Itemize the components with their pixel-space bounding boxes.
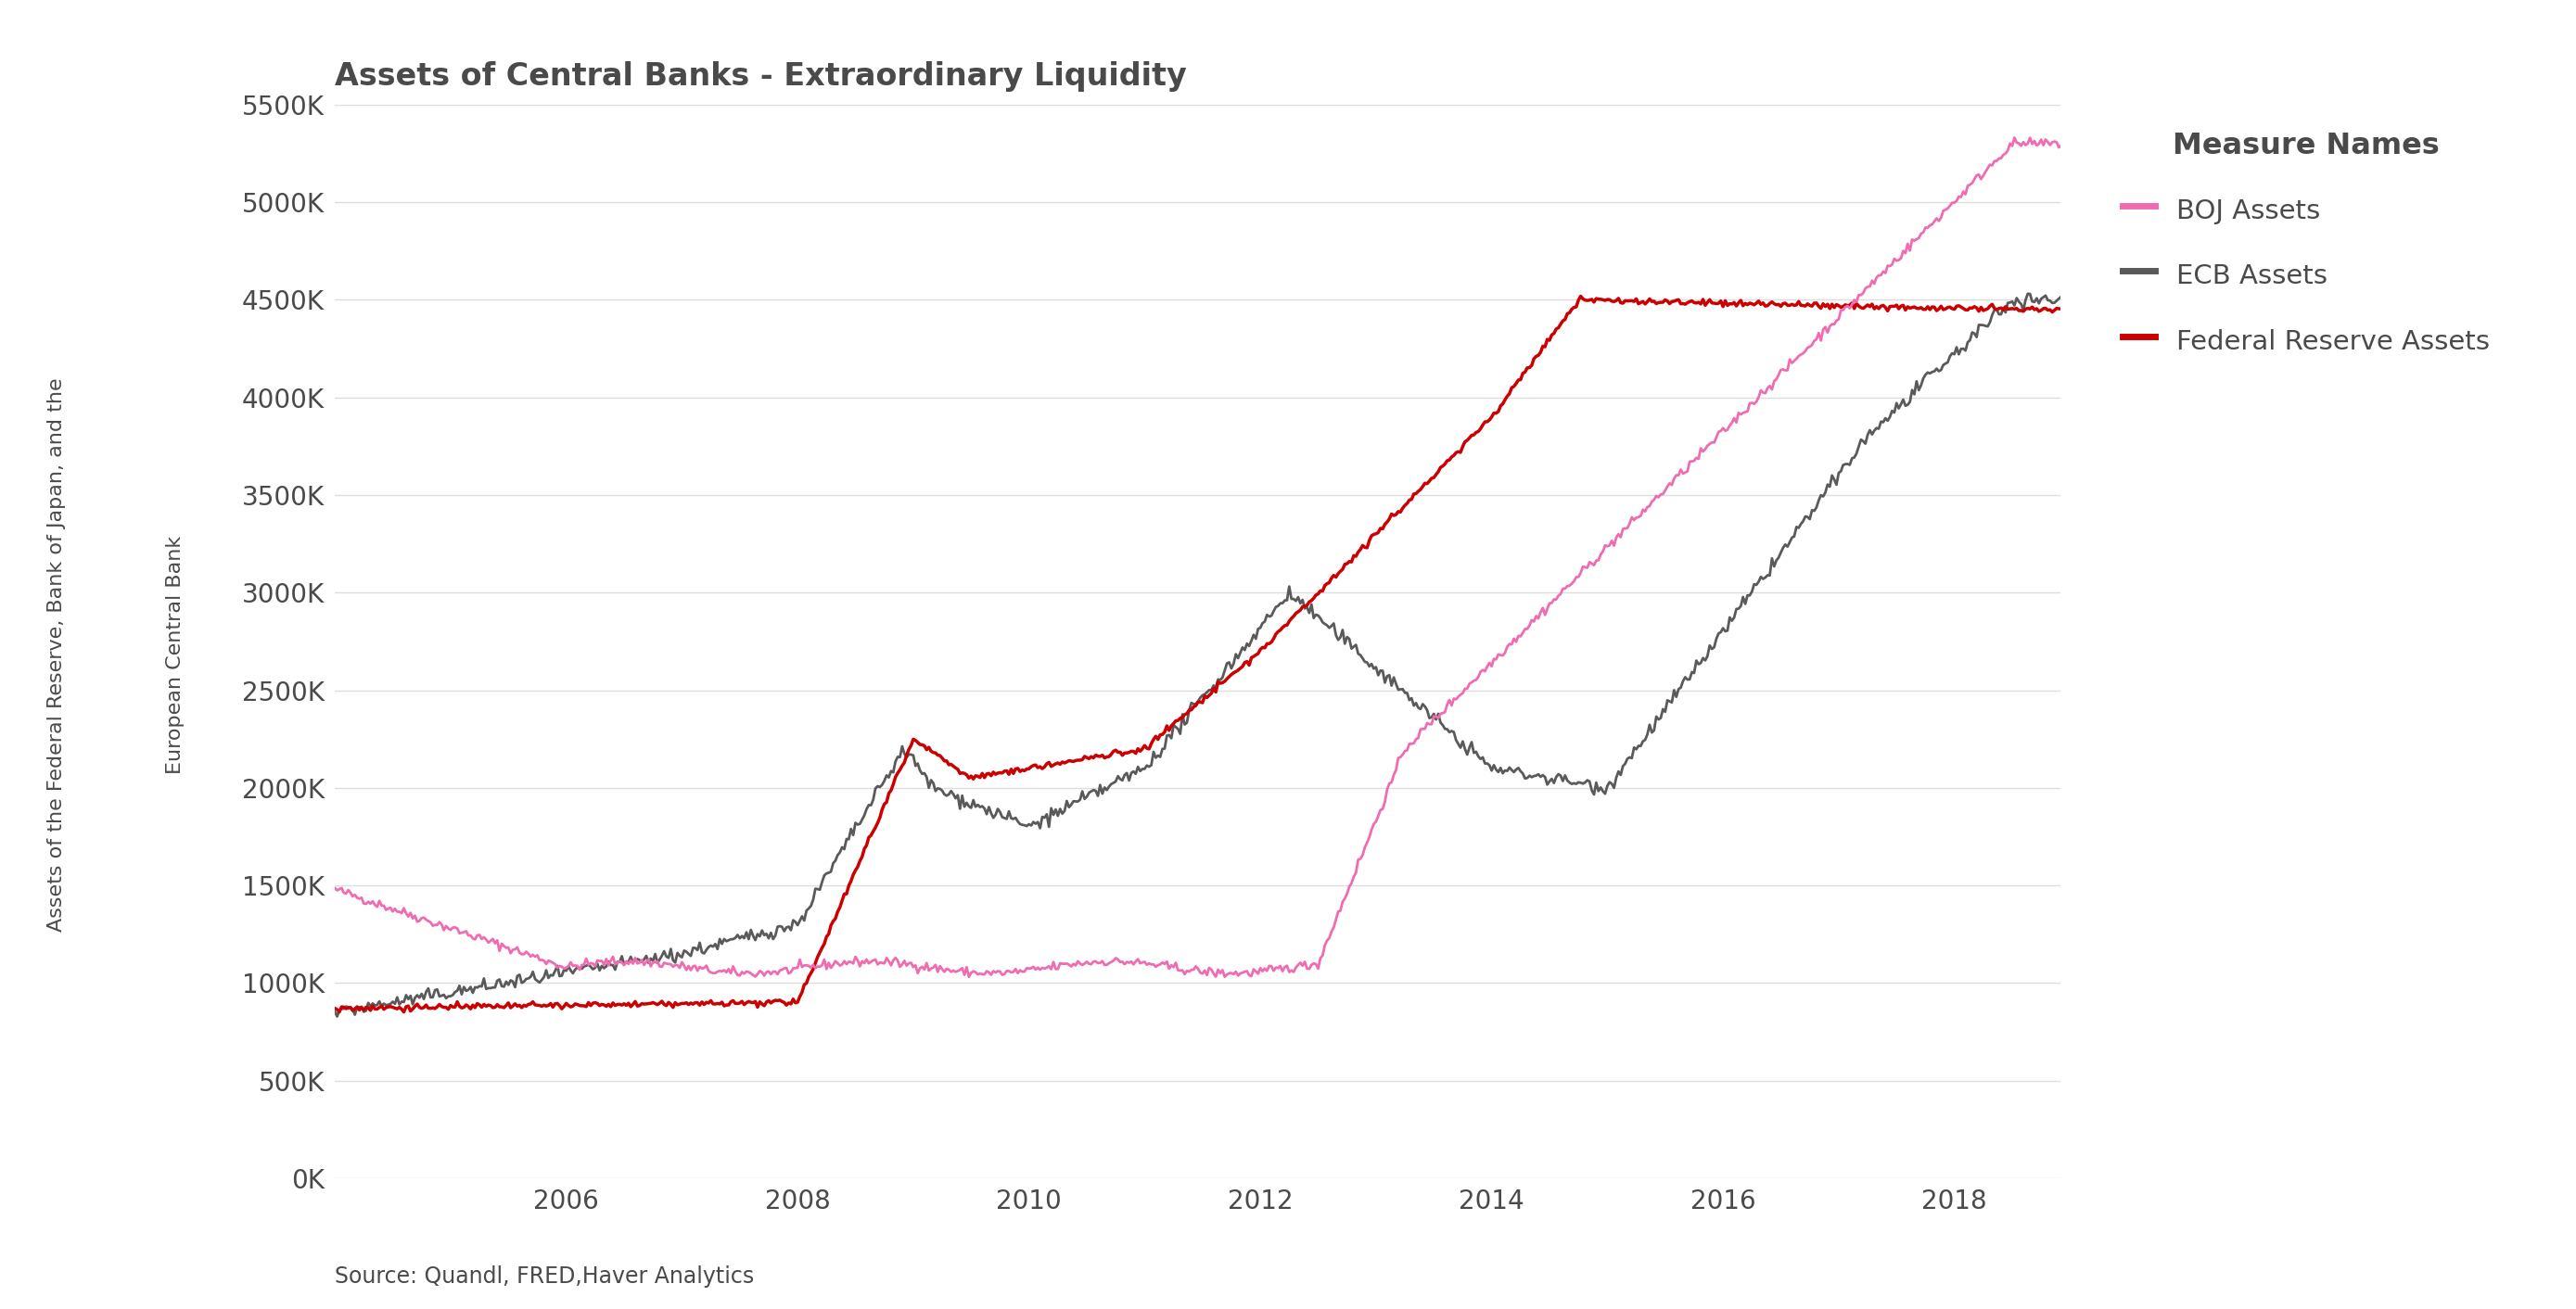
- Legend: BOJ Assets, ECB Assets, Federal Reserve Assets: BOJ Assets, ECB Assets, Federal Reserve …: [2110, 118, 2504, 370]
- Text: Assets of the Federal Reserve, Bank of Japan, and the: Assets of the Federal Reserve, Bank of J…: [46, 377, 67, 932]
- Text: Source: Quandl, FRED,Haver Analytics: Source: Quandl, FRED,Haver Analytics: [335, 1266, 755, 1288]
- Text: European Central Bank: European Central Bank: [165, 535, 185, 774]
- Text: Assets of Central Banks - Extraordinary Liquidity: Assets of Central Banks - Extraordinary …: [335, 62, 1188, 92]
